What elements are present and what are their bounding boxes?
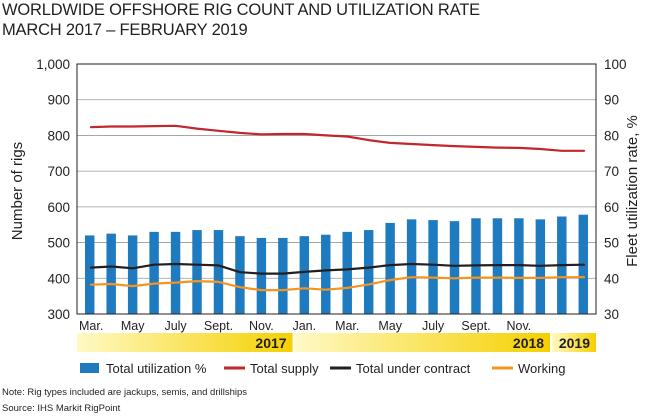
year-label: 2017 (255, 335, 286, 351)
year-bands: 2017 2018 2019 (77, 333, 596, 352)
plot-border (76, 63, 597, 315)
month-label: July (422, 319, 445, 333)
bar (192, 230, 202, 314)
y2-tick-label: 70 (604, 164, 619, 179)
source-note: Source: IHS Markit RigPoint (2, 403, 121, 414)
y-axis-label: Number of rigs (9, 142, 26, 240)
y-tick-label: 1,000 (36, 57, 70, 72)
legend-label: Total utilization % (106, 361, 207, 376)
bar (385, 222, 395, 314)
series-line (89, 262, 586, 275)
year-band (77, 333, 293, 352)
y-tick-label: 300 (47, 307, 70, 322)
y-tick-label: 700 (47, 164, 70, 179)
bar (278, 237, 288, 314)
y2-tick-label: 40 (604, 271, 619, 286)
y2-tick-label: 80 (604, 128, 619, 143)
bar (170, 231, 181, 314)
plot-frame (76, 63, 597, 315)
legend-swatch (80, 363, 99, 373)
y2-axis-label: Fleet utilization rate, % (624, 115, 641, 267)
series-line (89, 124, 586, 152)
chart-subtitle: MARCH 2017 – FEBRUARY 2019 (2, 21, 248, 39)
legend-label: Total under contract (356, 361, 471, 376)
y-tick-label: 900 (47, 93, 70, 108)
bar (428, 220, 438, 314)
y-tick-label: 600 (47, 200, 70, 215)
month-label: July (164, 319, 187, 333)
bar (213, 230, 224, 314)
bar (85, 235, 95, 314)
right-axis-ticks: 30 40 50 60 70 80 90 100 (604, 57, 627, 322)
month-label: May (378, 319, 402, 333)
year-label: 2018 (513, 335, 544, 351)
y2-tick-label: 90 (604, 93, 619, 108)
footnote: Note: Rig types included are jackups, se… (2, 387, 248, 398)
month-label: Mar. (335, 319, 359, 333)
month-label: Jan. (292, 319, 316, 333)
bar (299, 236, 310, 314)
bar (127, 235, 138, 314)
y2-tick-label: 60 (604, 200, 619, 215)
y-tick-label: 400 (47, 271, 70, 286)
bar (363, 230, 374, 314)
bar (235, 236, 245, 314)
bar (342, 231, 352, 314)
y-tick-label: 500 (47, 236, 70, 251)
bar (449, 221, 460, 314)
legend: Total utilization % Total supply Total und… (80, 361, 565, 376)
month-label: Nov. (507, 319, 532, 333)
series-lines (89, 124, 586, 292)
month-labels: Mar. May July Sept. Nov. Jan. Mar. May July Sept.… (79, 319, 531, 333)
chart-title: WORLDWIDE OFFSHORE RIG COUNT AND UTILIZA… (2, 1, 480, 19)
month-label: May (121, 319, 145, 333)
y2-tick-label: 50 (604, 236, 619, 251)
legend-label: Total supply (250, 361, 319, 376)
legend-label: Working (518, 361, 565, 376)
y-tick-label: 800 (47, 128, 70, 143)
month-label: Sept. (204, 319, 233, 333)
y2-tick-label: 30 (604, 307, 619, 322)
year-band (552, 333, 596, 352)
bar (106, 233, 116, 314)
bar (321, 234, 331, 314)
year-band (294, 333, 551, 352)
month-label: Nov. (249, 319, 274, 333)
bar (406, 219, 417, 314)
month-label: Sept. (461, 319, 490, 333)
y2-tick-label: 100 (604, 57, 627, 72)
left-axis-ticks: 300 400 500 600 700 800 900 1,000 (36, 57, 70, 322)
bar (256, 237, 267, 314)
month-label: Mar. (79, 319, 103, 333)
series-line (89, 276, 586, 292)
year-label: 2019 (559, 335, 590, 351)
bar (149, 231, 159, 314)
